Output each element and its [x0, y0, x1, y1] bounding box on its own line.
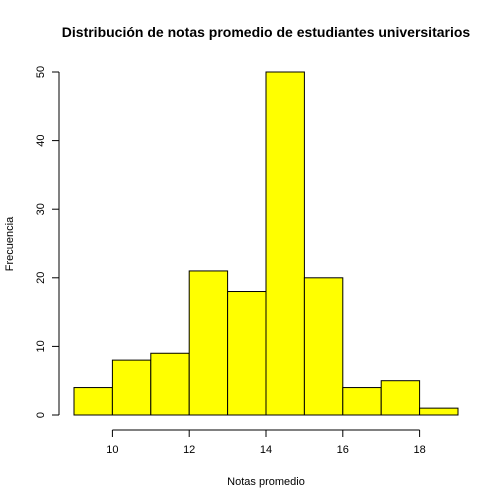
y-tick-label-4: 40 [35, 134, 47, 146]
y-axis: 0 10 20 30 40 50 [35, 66, 60, 418]
histogram-bar-0 [73, 387, 113, 416]
y-tick-label-5: 50 [35, 66, 47, 78]
histogram-bar-5 [265, 71, 305, 416]
bars-group [73, 71, 459, 416]
histogram-bar-9 [419, 407, 459, 416]
chart-title: Distribución de notas promedio de estudi… [62, 24, 471, 40]
histogram-bar-4 [227, 291, 267, 416]
histogram-bar-3 [188, 270, 229, 416]
histogram-bar-2 [150, 352, 190, 416]
histogram-bar-8 [380, 380, 421, 416]
histogram-bar-6 [303, 277, 344, 416]
x-tick-label-3: 16 [337, 444, 349, 456]
y-axis-label: Frecuencia [4, 216, 16, 271]
x-tick-label-2: 14 [260, 444, 272, 456]
histogram-bar-7 [342, 387, 382, 416]
y-tick-label-3: 30 [35, 203, 47, 215]
x-tick-label-0: 10 [106, 444, 118, 456]
x-axis-label: Notas promedio [227, 476, 305, 488]
x-axis: 10 12 14 16 18 [106, 429, 426, 456]
histogram-bar-1 [111, 359, 152, 416]
x-tick-label-1: 12 [183, 444, 195, 456]
x-tick-label-4: 18 [413, 444, 425, 456]
y-tick-label-0: 0 [35, 412, 47, 418]
y-tick-label-2: 20 [35, 272, 47, 284]
y-tick-label-1: 10 [35, 340, 47, 352]
